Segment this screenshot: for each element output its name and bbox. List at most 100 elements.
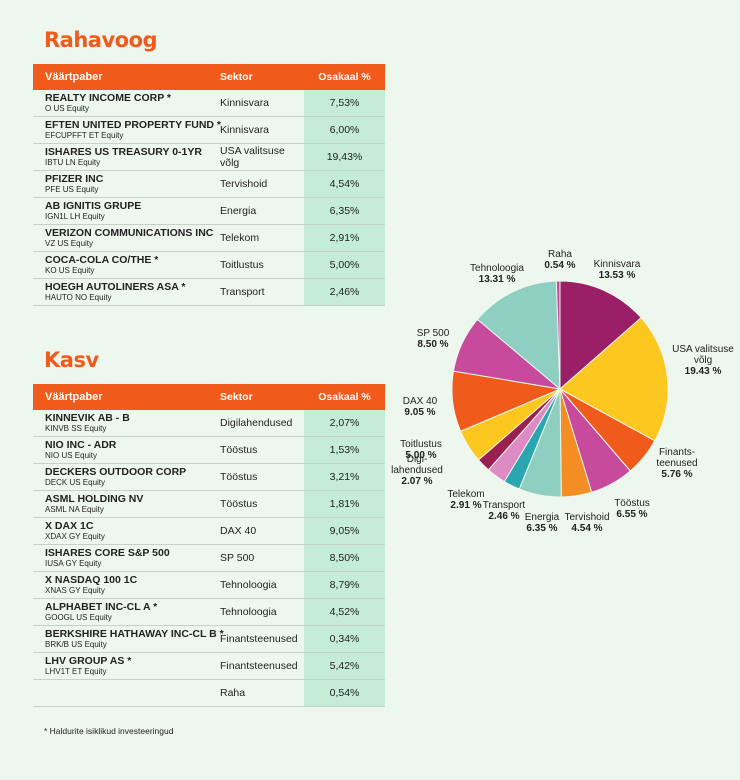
col-header-security: Väärtpaber [45, 391, 103, 403]
security-name: COCA-COLA CO/THE * [45, 254, 159, 266]
security-ticker: XNAS GY Equity [45, 586, 105, 595]
slice-value-label: 6.55 % [616, 509, 647, 520]
table-row: BERKSHIRE HATHAWAY INC-CL B * BRK/B US Eq… [33, 626, 385, 653]
table-row: HOEGH AUTOLINERS ASA * HAUTO NO Equity Tra… [33, 279, 385, 306]
table-row: ISHARES CORE S&P 500 IUSA GY Equity SP 500… [33, 545, 385, 572]
share-cell: 19,43% [304, 144, 385, 170]
security-cell: EFTEN UNITED PROPERTY FUND * EFCUPFFT ET … [33, 119, 221, 141]
slice-value-label: 13.31 % [479, 274, 516, 285]
slice-label: Kinnisvara [594, 259, 641, 270]
col-header-share: Osakaal % [318, 71, 371, 83]
share-cell: 0,54% [304, 680, 385, 706]
pie-slice [555, 280, 561, 390]
slice-value-label: 2.91 % [450, 500, 481, 511]
sector-cell: Telekom [220, 232, 260, 244]
slice-label: Tööstus [614, 498, 650, 509]
security-ticker: NIO US Equity [45, 451, 98, 460]
security-cell: LHV GROUP AS * LHV1T ET Equity [33, 656, 214, 677]
slice-label: Raha [548, 249, 572, 260]
table-row: AB IGNITIS GRUPE IGN1L LH Equity Energia 6,… [33, 198, 385, 225]
share-cell: 2,46% [304, 279, 385, 305]
security-cell: HOEGH AUTOLINERS ASA * HAUTO NO Equity [33, 282, 214, 303]
slice-label: DAX 40 [403, 396, 438, 407]
security-cell: ASML HOLDING NV ASML NA Equity [33, 493, 214, 515]
table-row: ISHARES US TREASURY 0-1YR IBTU LN Equity U… [33, 144, 385, 171]
slice-value-label: 5.00 % [405, 450, 436, 461]
slice-label: teenused [656, 458, 697, 469]
security-ticker: IBTU LN Equity [45, 158, 101, 167]
security-ticker: BRK/B US Equity [45, 640, 107, 649]
security-cell: VERIZON COMMUNICATIONS INC VZ US Equity [33, 228, 214, 249]
slice-label: Energia [525, 512, 560, 523]
table-header: Väärtpaber Sektor Osakaal % [33, 384, 385, 410]
sector-cell: Raha [220, 687, 246, 699]
security-name: EFTEN UNITED PROPERTY FUND * [45, 119, 221, 131]
slice-value-label: 5.76 % [661, 469, 692, 480]
sector-cell: Transport [220, 286, 265, 298]
security-cell: COCA-COLA CO/THE * KO US Equity [33, 254, 214, 276]
security-ticker: GOOGL US Equity [45, 613, 112, 622]
security-name: X DAX 1C [45, 520, 94, 532]
security-name: REALTY INCOME CORP * [45, 92, 172, 104]
col-header-sector: Sektor [220, 391, 253, 403]
security-cell: ISHARES US TREASURY 0-1YR IBTU LN Equity [33, 147, 214, 168]
security-cell: DECKERS OUTDOOR CORP DECK US Equity [33, 467, 214, 488]
share-cell: 4,52% [304, 599, 385, 625]
security-cell: ISHARES CORE S&P 500 IUSA GY Equity [33, 548, 214, 569]
slice-label: lahendused [391, 465, 443, 476]
sector-cell: Energia [220, 205, 257, 217]
security-cell: X DAX 1C XDAX GY Equity [33, 520, 214, 542]
slice-label: Finants- [659, 447, 695, 458]
table-row: REALTY INCOME CORP * O US Equity Kinnisvar… [33, 90, 385, 117]
table-row: KINNEVIK AB - B KINVB SS Equity Digilahend… [33, 410, 385, 437]
security-name: X NASDAQ 100 1C [45, 574, 138, 586]
security-ticker: HAUTO NO Equity [45, 293, 112, 302]
security-name: KINNEVIK AB - B [45, 412, 130, 424]
security-ticker: LHV1T ET Equity [45, 667, 107, 676]
security-cell: KINNEVIK AB - B KINVB SS Equity [33, 412, 214, 434]
slice-label: USA valitsuse [672, 344, 734, 355]
slice-label: võlg [694, 355, 712, 366]
sector-cell: Digilahendused [220, 417, 293, 429]
security-name: ASML HOLDING NV [45, 493, 144, 505]
security-cell: ALPHABET INC-CL A * GOOGL US Equity [33, 601, 214, 623]
share-cell: 1,53% [304, 437, 385, 463]
security-name: ALPHABET INC-CL A * [45, 601, 158, 613]
share-cell: 2,07% [304, 410, 385, 436]
sector-cell: Tööstus [220, 471, 258, 483]
table-row: COCA-COLA CO/THE * KO US Equity Toitlustus… [33, 252, 385, 279]
slice-value-label: 8.50 % [417, 339, 448, 350]
security-cell: REALTY INCOME CORP * O US Equity [33, 92, 214, 114]
security-ticker: PFE US Equity [45, 185, 99, 194]
table-row: X NASDAQ 100 1C XNAS GY Equity Tehnoloogia… [33, 572, 385, 599]
slice-label: Telekom [447, 489, 484, 500]
kasv-title: Kasv [44, 348, 99, 372]
share-cell: 3,21% [304, 464, 385, 490]
sector-cell: Finantsteenused [220, 633, 298, 645]
security-ticker: DECK US Equity [45, 478, 106, 487]
security-ticker: IGN1L LH Equity [45, 212, 105, 221]
sector-cell: Finantsteenused [220, 660, 298, 672]
share-cell: 6,00% [304, 117, 385, 143]
security-name: BERKSHIRE HATHAWAY INC-CL B * [45, 628, 224, 640]
slice-label: SP 500 [417, 328, 450, 339]
col-header-security: Väärtpaber [45, 71, 103, 83]
rahavoog-title: Rahavoog [44, 28, 158, 52]
slice-value-label: 0.54 % [544, 260, 575, 271]
security-ticker: IUSA GY Equity [45, 559, 102, 568]
share-cell: 4,54% [304, 171, 385, 197]
pie-slice [559, 280, 642, 391]
table-row: Raha 0,54% [33, 680, 385, 707]
pie-slice [476, 280, 561, 391]
table-row: NIO INC - ADR NIO US Equity Tööstus 1,53% [33, 437, 385, 464]
sector-cell: DAX 40 [220, 525, 257, 537]
slice-label: Digi- [407, 454, 428, 465]
security-ticker: KINVB SS Equity [45, 424, 107, 433]
table-row: VERIZON COMMUNICATIONS INC VZ US Equity Te… [33, 225, 385, 252]
share-cell: 5,42% [304, 653, 385, 679]
slice-value-label: 13.53 % [599, 270, 636, 281]
table-row: X DAX 1C XDAX GY Equity DAX 40 9,05% [33, 518, 385, 545]
sector-cell: USA valitsuse võlg [220, 145, 285, 169]
security-ticker: O US Equity [45, 104, 90, 113]
rahavoog-table: Väärtpaber Sektor Osakaal % REALTY INCOM… [33, 64, 385, 306]
